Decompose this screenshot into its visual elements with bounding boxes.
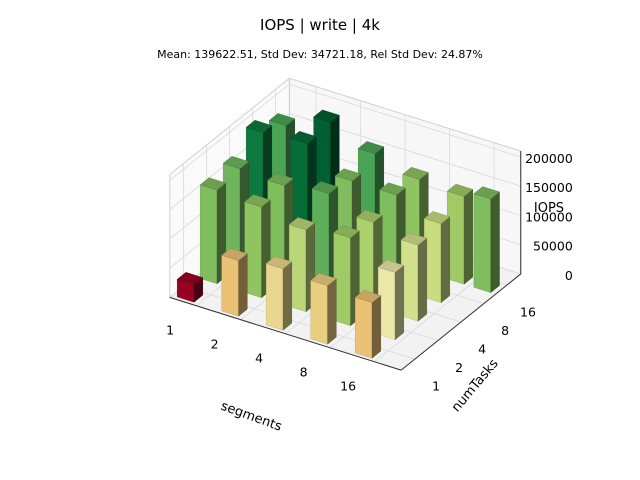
bar-side-face: [394, 264, 404, 341]
bar-top-face: [221, 248, 248, 261]
bar-extra: [473, 186, 500, 294]
bar-seg8-tasks1: [310, 273, 337, 345]
bar-top-face: [310, 273, 337, 286]
x-axis-line: [169, 296, 402, 371]
bar-seg16-tasks8: [423, 211, 451, 304]
bar-top-face: [290, 131, 317, 144]
bars-group: [176, 109, 500, 359]
bar-top-face: [313, 109, 340, 123]
bar-top-face: [473, 186, 500, 200]
z-tick-label: 150000: [525, 180, 573, 195]
bar-top-face: [199, 177, 227, 191]
y-tick-label: 2: [455, 360, 463, 375]
bar-top-face: [446, 183, 474, 197]
bar-side-face: [490, 191, 500, 294]
bar-top-face: [267, 172, 294, 186]
bar-front-face: [221, 255, 239, 317]
bar-seg16-tasks4: [400, 232, 428, 322]
bar-seg8-tasks2: [333, 225, 360, 327]
x-tick-label: 16: [340, 379, 356, 394]
bar-front-face: [355, 297, 373, 359]
bar-seg1-tasks2: [199, 177, 227, 285]
bar-front-face: [199, 184, 218, 284]
z-grid-line: [169, 83, 521, 181]
bar-front-face: [473, 193, 491, 293]
x-tick-label: 4: [255, 351, 263, 366]
bar-top-face: [333, 225, 360, 239]
bar-side-face: [371, 295, 381, 359]
bar-seg2-tasks1: [221, 248, 248, 317]
y-axis-line: [400, 273, 522, 371]
bar-side-face: [440, 216, 450, 304]
bar-top-face: [176, 272, 204, 285]
z-axis-label: IOPS: [534, 201, 564, 216]
y-tick-label: 4: [478, 342, 486, 357]
x-axis-label: segments: [219, 399, 284, 435]
bar-seg4-tasks1: [265, 256, 293, 331]
z-tick-label: 50000: [533, 239, 573, 254]
bar-top-face: [379, 182, 406, 196]
bar-top-face: [311, 181, 339, 194]
bar-top-face: [244, 194, 271, 208]
bar-top-face: [268, 113, 296, 127]
bar-top-face: [288, 217, 316, 231]
y-tick-label: 16: [520, 305, 536, 320]
z-tick-label: 200000: [525, 151, 573, 166]
x-tick-label: 8: [300, 365, 308, 380]
bar-top-face: [334, 168, 362, 182]
bar-side-face: [417, 237, 427, 322]
bar-seg16-tasks2: [377, 259, 405, 341]
bar-top-face: [222, 156, 250, 169]
bar-side-face: [463, 188, 473, 285]
bar-seg16-tasks16: [446, 183, 474, 285]
bar-side-face: [327, 278, 337, 345]
bar-top-face: [356, 209, 383, 223]
bar-side-face: [238, 253, 248, 317]
x-tick-label: 1: [166, 323, 174, 338]
bar-seg16-tasks1: [354, 290, 382, 359]
bar-top-face: [377, 259, 405, 273]
bar-top-face: [402, 166, 429, 180]
bar-top-face: [265, 256, 293, 270]
bar-top-face: [400, 232, 428, 246]
bar-seg1-tasks1: [176, 272, 204, 303]
x-tick-label: 2: [211, 337, 219, 352]
y-tick-label: 1: [432, 379, 440, 394]
chart-title: IOPS | write | 4k: [260, 16, 380, 34]
chart-subtitle: Mean: 139622.51, Std Dev: 34721.18, Rel …: [157, 48, 483, 61]
bar-top-face: [245, 119, 273, 133]
bar-front-face: [310, 280, 328, 345]
bar-front-face: [266, 263, 284, 331]
bar-top-face: [423, 211, 451, 224]
bar-top-face: [357, 141, 385, 155]
bar-side-face: [282, 261, 292, 331]
z-grid-line: [169, 112, 521, 210]
z-tick-label: 0: [565, 268, 573, 283]
bar-top-face: [354, 290, 382, 303]
y-tick-label: 8: [501, 323, 509, 338]
z-tick-label: 100000: [525, 210, 573, 225]
